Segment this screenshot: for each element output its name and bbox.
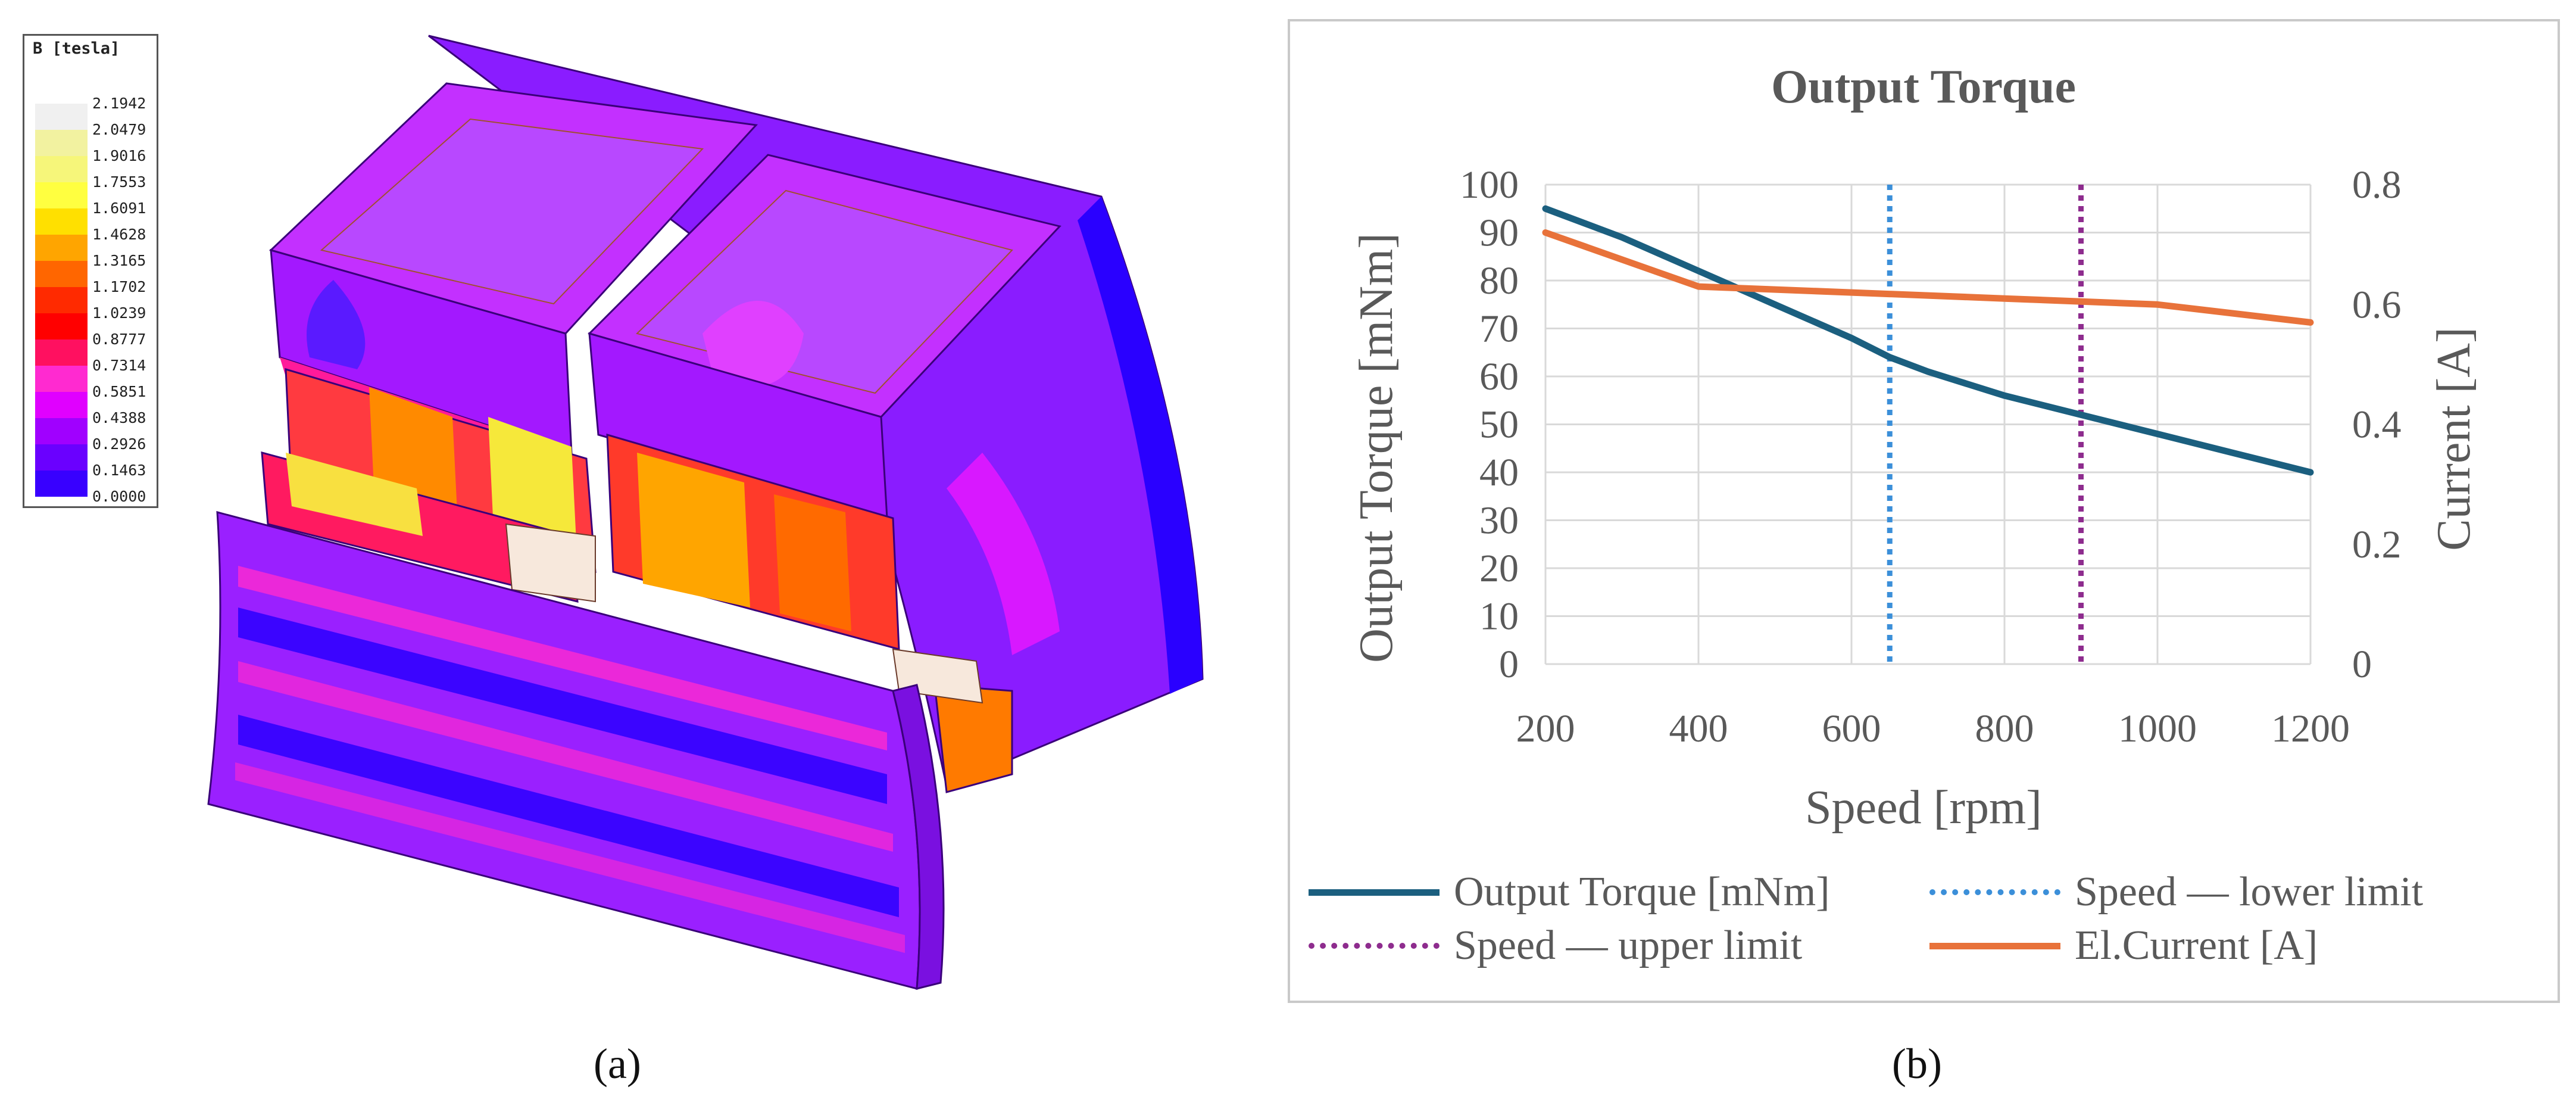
y-tick-label: 60 [1479, 355, 1519, 398]
colorbar-swatch [35, 235, 88, 261]
colorbar-swatch [35, 208, 88, 235]
y2-tick-label: 0.2 [2352, 523, 2402, 566]
y2-tick-label: 0 [2352, 643, 2372, 686]
chart-frame [1288, 19, 2560, 1003]
colorbar-swatch [35, 313, 88, 339]
y-tick-label: 100 [1460, 163, 1519, 207]
fem-model-illustration [207, 35, 1204, 990]
colorbar-tick-label: 0.5851 [92, 383, 146, 400]
colorbar-legend: B [tesla] 2.1942 2.0479 1.9016 1.7553 1.6091… [23, 34, 158, 508]
x-tick-label: 800 [1975, 707, 2034, 750]
y-tick-label: 30 [1479, 499, 1519, 543]
colorbar-tick-label: 0.8777 [92, 331, 146, 348]
y2-tick-label: 0.8 [2352, 163, 2402, 207]
fem-panel: B [tesla] 2.1942 2.0479 1.9016 1.7553 1.6091… [0, 0, 1250, 1013]
legend-label: Speed — lower limit [2075, 869, 2424, 915]
colorbar-tick-label: 0.2926 [92, 435, 146, 453]
colorbar-swatch [35, 444, 88, 471]
y-axis-label: Output Torque [mNm] [1350, 233, 1403, 663]
colorbar-tick-label: 2.0479 [92, 121, 146, 138]
x-tick-label: 1200 [2271, 707, 2350, 750]
chart-legend: Output Torque [mNm] Speed — lower limit … [1288, 846, 2560, 989]
legend-label: El.Current [A] [2075, 923, 2318, 968]
panel-b-label: (b) [1892, 1040, 1942, 1088]
y-tick-label: 10 [1479, 595, 1519, 638]
y-tick-label: 40 [1479, 451, 1519, 494]
colorbar-swatch [35, 339, 88, 366]
colorbar-tick-label: 0.7314 [92, 357, 146, 374]
y-tick-label: 70 [1479, 307, 1519, 351]
legend-line-dotted-lightblue [1929, 889, 2060, 895]
x-axis-label: Speed [rpm] [1805, 781, 2042, 834]
torque-series-line [1542, 205, 2314, 476]
colorbar-tick-label: 1.1702 [92, 278, 146, 295]
panel-a-label: (a) [594, 1040, 641, 1088]
legend-line-solid-blue [1309, 889, 1440, 896]
legend-label: Speed — upper limit [1454, 923, 1803, 968]
colorbar-swatch [35, 287, 88, 313]
y-tick-label: 50 [1479, 403, 1519, 447]
y-tick-label: 80 [1479, 259, 1519, 303]
y-tick-label: 90 [1479, 211, 1519, 255]
colorbar-swatch [35, 156, 88, 182]
legend-item-upper-limit: Speed — upper limit [1309, 922, 1802, 970]
colorbar-ticks: 2.1942 2.0479 1.9016 1.7553 1.6091 1.4628 1.31… [92, 91, 146, 510]
y2-axis-label: Current [A] [2428, 327, 2480, 550]
series-layer [1542, 205, 2314, 476]
x-tick-label: 1000 [2118, 707, 2197, 750]
colorbar-swatch [35, 392, 88, 418]
legend-item-torque: Output Torque [mNm] [1309, 868, 1830, 916]
legend-item-current: El.Current [A] [1929, 922, 2318, 970]
x-tick-label: 600 [1822, 707, 1881, 750]
colorbar-tick-label: 1.3165 [92, 252, 146, 269]
colorbar-swatch [35, 418, 88, 444]
colorbar-swatch [35, 261, 88, 287]
chart-title: Output Torque [1771, 61, 2076, 113]
y2-tick-label: 0.4 [2352, 403, 2402, 447]
colorbar-tick-label: 1.4628 [92, 226, 146, 243]
colorbar-swatches [35, 104, 88, 497]
x-tick-label: 400 [1669, 707, 1728, 750]
legend-line-solid-orange [1929, 942, 2060, 949]
colorbar-tick-label: 0.4388 [92, 409, 146, 426]
legend-label: Output Torque [mNm] [1454, 869, 1830, 915]
reference-lines [1887, 185, 2084, 664]
colorbar-swatch [35, 366, 88, 392]
legend-item-lower-limit: Speed — lower limit [1929, 868, 2423, 916]
colorbar-tick-label: 0.0000 [92, 488, 146, 505]
colorbar-tick-label: 2.1942 [92, 95, 146, 112]
colorbar-swatch [35, 130, 88, 156]
colorbar-swatch [35, 104, 88, 130]
y-tick-label: 20 [1479, 547, 1519, 590]
x-tick-label: 200 [1516, 707, 1575, 750]
colorbar-title: B [tesla] [33, 39, 120, 58]
colorbar-tick-label: 0.1463 [92, 462, 146, 479]
colorbar-tick-label: 1.0239 [92, 304, 146, 322]
current-series-line [1542, 229, 2314, 326]
y2-tick-label: 0.6 [2352, 283, 2402, 326]
y-tick-label: 0 [1499, 643, 1519, 686]
colorbar-tick-label: 1.6091 [92, 200, 146, 217]
colorbar-tick-label: 1.7553 [92, 173, 146, 191]
colorbar-tick-label: 1.9016 [92, 147, 146, 164]
colorbar-swatch [35, 182, 88, 208]
legend-line-dotted-purple [1309, 943, 1440, 949]
colorbar-swatch [35, 471, 88, 497]
